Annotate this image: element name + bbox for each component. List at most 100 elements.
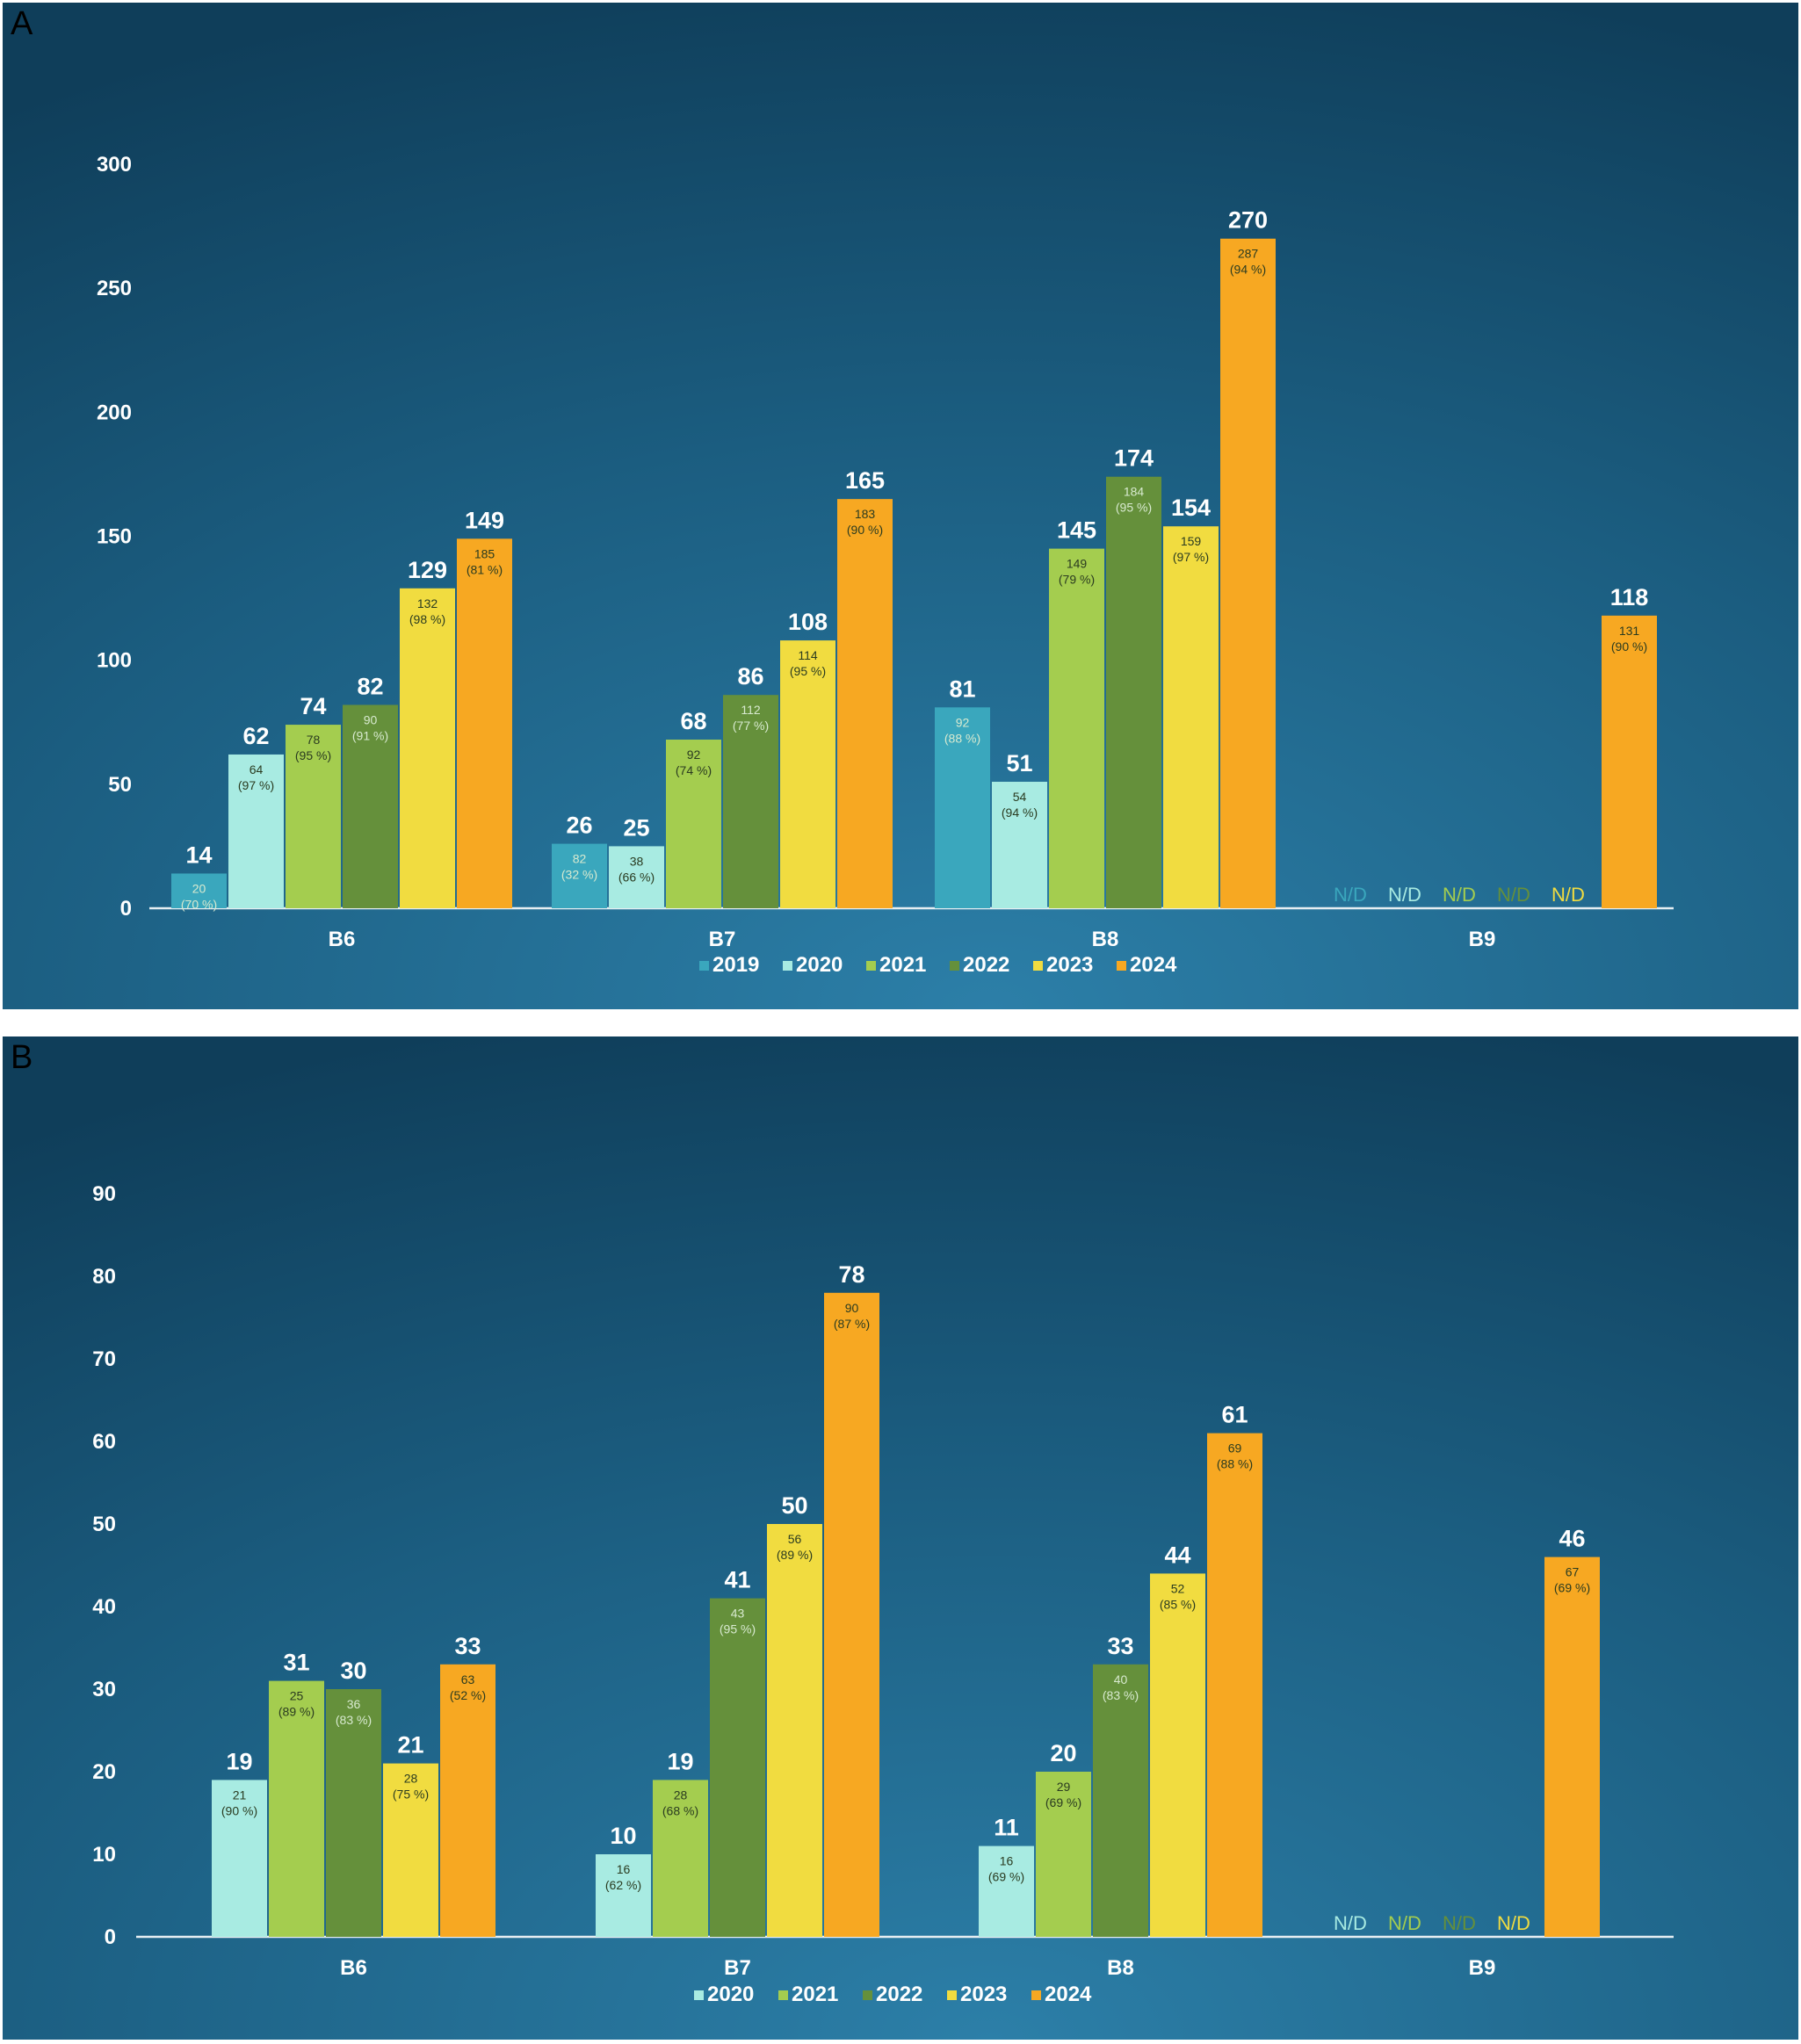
inner-count-label: 38 (630, 854, 644, 868)
y-tick-label: 10 (92, 1843, 116, 1867)
inner-count-label: 287 (1238, 247, 1259, 261)
legend-swatch (778, 1990, 788, 2000)
inner-percent-label: (97 %) (238, 778, 274, 792)
value-label: 78 (838, 1261, 864, 1288)
inner-count-label: 29 (1057, 1780, 1071, 1794)
value-label: 270 (1228, 207, 1268, 234)
inner-percent-label: (87 %) (834, 1317, 870, 1331)
inner-count-label: 149 (1067, 557, 1088, 571)
value-label: 129 (408, 557, 447, 583)
bar-2020-B6 (228, 754, 284, 908)
bar-2020-B8 (992, 782, 1047, 908)
inner-percent-label: (97 %) (1173, 550, 1209, 564)
inner-count-label: 28 (674, 1788, 688, 1802)
inner-count-label: 25 (290, 1689, 304, 1703)
panel-label-a: A (11, 5, 33, 42)
category-label: B7 (709, 928, 736, 951)
inner-count-label: 67 (1566, 1565, 1580, 1579)
inner-count-label: 114 (798, 648, 818, 662)
inner-percent-label: (32 %) (561, 868, 597, 882)
y-tick-label: 200 (97, 401, 132, 424)
bar-2019-B8 (935, 707, 990, 908)
bar-2022-B6 (326, 1689, 381, 1937)
bar-2023-B8 (1163, 526, 1219, 908)
inner-count-label: 21 (233, 1788, 247, 1802)
inner-count-label: 28 (404, 1772, 418, 1786)
value-label: 41 (724, 1567, 750, 1593)
legend-swatch (866, 961, 876, 971)
y-tick-label: 20 (92, 1760, 116, 1784)
legend-swatch (863, 1990, 872, 2000)
inner-percent-label: (81 %) (467, 562, 503, 576)
bar-2019-B7 (552, 843, 607, 908)
nd-label: N/D (1551, 884, 1585, 906)
inner-count-label: 184 (1124, 485, 1145, 499)
inner-count-label: 92 (687, 748, 701, 762)
y-tick-label: 50 (92, 1513, 116, 1536)
value-label: 44 (1164, 1542, 1190, 1568)
legend-swatch (694, 1990, 704, 2000)
inner-count-label: 183 (855, 507, 876, 521)
nd-label: N/D (1443, 884, 1476, 906)
legend-label: 2024 (1045, 1983, 1092, 2006)
value-label: 82 (357, 673, 383, 699)
y-tick-label: 150 (97, 525, 132, 549)
inner-count-label: 92 (956, 715, 970, 729)
nd-label: N/D (1388, 884, 1421, 906)
nd-label: N/D (1334, 1912, 1367, 1934)
value-label: 86 (737, 663, 763, 690)
inner-count-label: 159 (1181, 534, 1202, 548)
inner-percent-label: (98 %) (409, 612, 445, 626)
value-label: 108 (788, 609, 828, 635)
legend-label: 2022 (876, 1983, 922, 2006)
bar-2023-B7 (780, 640, 835, 908)
inner-count-label: 16 (1000, 1854, 1014, 1868)
y-tick-label: 30 (92, 1678, 116, 1701)
bar-2020-B6 (212, 1780, 267, 1937)
bar-2024-B6 (440, 1664, 495, 1937)
y-tick-label: 100 (97, 649, 132, 673)
value-label: 62 (242, 723, 269, 749)
bar-2023-B7 (767, 1524, 822, 1937)
value-label: 31 (283, 1650, 309, 1676)
legend-swatch (950, 961, 959, 971)
legend-swatch (1033, 961, 1043, 971)
legend-label: 2021 (879, 953, 926, 977)
value-label: 14 (185, 841, 212, 868)
bar-2023-B8 (1150, 1573, 1205, 1937)
inner-percent-label: (79 %) (1059, 573, 1095, 587)
inner-percent-label: (75 %) (393, 1788, 429, 1802)
y-tick-label: 70 (92, 1347, 116, 1371)
inner-percent-label: (94 %) (1002, 805, 1038, 820)
bar-2024-B8 (1220, 238, 1276, 908)
inner-count-label: 36 (347, 1697, 361, 1711)
legend-swatch (1117, 961, 1126, 971)
inner-count-label: 43 (731, 1607, 745, 1621)
value-label: 19 (667, 1748, 693, 1774)
inner-count-label: 16 (617, 1862, 631, 1876)
category-label: B9 (1469, 1956, 1496, 1980)
inner-percent-label: (70 %) (181, 897, 217, 911)
inner-percent-label: (83 %) (336, 1713, 372, 1727)
inner-percent-label: (90 %) (847, 523, 883, 537)
bar-2021-B7 (653, 1780, 708, 1937)
bar-2021-B6 (269, 1680, 324, 1937)
inner-count-label: 56 (788, 1532, 802, 1546)
inner-percent-label: (88 %) (944, 731, 980, 745)
category-label: B6 (340, 1956, 367, 1980)
y-tick-label: 50 (108, 773, 132, 797)
panel-label-b: B (11, 1039, 33, 1076)
inner-count-label: 69 (1228, 1441, 1242, 1455)
inner-percent-label: (74 %) (676, 763, 712, 777)
bar-2022-B8 (1106, 476, 1161, 908)
bar-2022-B7 (723, 695, 778, 908)
bar-2022-B6 (343, 704, 398, 908)
inner-percent-label: (66 %) (618, 870, 655, 884)
value-label: 165 (845, 467, 885, 494)
legend-label: 2024 (1130, 953, 1177, 977)
value-label: 74 (300, 693, 326, 719)
value-label: 33 (454, 1633, 481, 1659)
inner-count-label: 40 (1114, 1672, 1128, 1686)
chart-panel-b: 0 10 20 30 40 50 60 70 80 90 19 21 (90 %) 31 25 (89 %) 3… (0, 1034, 1801, 2044)
